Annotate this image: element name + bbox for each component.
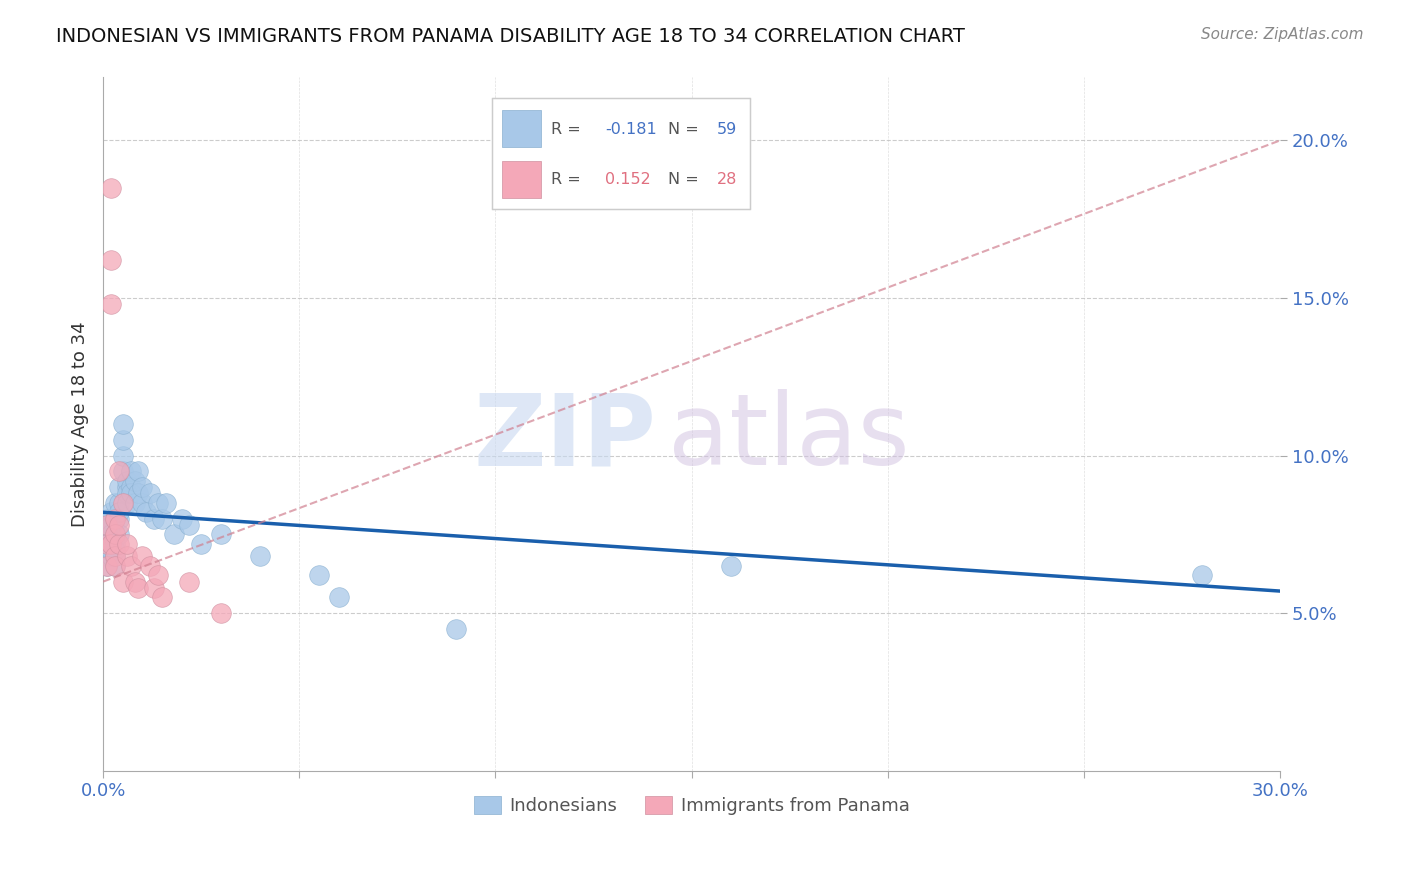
- Point: [115, 474, 138, 488]
- Point: [115, 480, 138, 494]
- Point: [131, 480, 153, 494]
- Point: [143, 511, 166, 525]
- Point: [100, 297, 122, 311]
- Point: [108, 511, 131, 525]
- Point: [108, 537, 131, 551]
- Point: [115, 496, 138, 510]
- Point: [100, 517, 122, 532]
- Point: [108, 480, 131, 494]
- Point: [104, 543, 127, 558]
- Point: [308, 568, 330, 582]
- Point: [115, 549, 138, 564]
- Point: [131, 549, 153, 564]
- Text: INDONESIAN VS IMMIGRANTS FROM PANAMA DISABILITY AGE 18 TO 34 CORRELATION CHART: INDONESIAN VS IMMIGRANTS FROM PANAMA DIS…: [56, 27, 965, 45]
- Point: [111, 433, 134, 447]
- Point: [249, 549, 271, 564]
- Point: [127, 581, 149, 595]
- Point: [120, 464, 142, 478]
- Text: atlas: atlas: [668, 390, 910, 486]
- Point: [111, 496, 134, 510]
- Point: [108, 496, 131, 510]
- Point: [100, 180, 122, 194]
- Point: [150, 511, 173, 525]
- Point: [111, 449, 134, 463]
- Point: [96, 537, 118, 551]
- Point: [120, 480, 142, 494]
- Point: [179, 517, 201, 532]
- Point: [135, 505, 157, 519]
- Point: [96, 549, 118, 564]
- Point: [111, 417, 134, 431]
- Text: ZIP: ZIP: [474, 390, 657, 486]
- Text: Source: ZipAtlas.com: Source: ZipAtlas.com: [1201, 27, 1364, 42]
- Point: [104, 549, 127, 564]
- Point: [108, 517, 131, 532]
- Point: [100, 253, 122, 268]
- Point: [100, 543, 122, 558]
- Point: [120, 558, 142, 573]
- Point: [209, 527, 232, 541]
- Point: [179, 574, 201, 589]
- Point: [444, 622, 467, 636]
- Point: [143, 581, 166, 595]
- Point: [96, 517, 118, 532]
- Point: [111, 574, 134, 589]
- Point: [139, 558, 162, 573]
- Point: [111, 464, 134, 478]
- Point: [124, 496, 146, 510]
- Point: [190, 537, 212, 551]
- Point: [104, 511, 127, 525]
- Point: [100, 533, 122, 548]
- Point: [100, 527, 122, 541]
- Y-axis label: Disability Age 18 to 34: Disability Age 18 to 34: [72, 321, 89, 527]
- Point: [146, 568, 169, 582]
- Point: [100, 505, 122, 519]
- Point: [100, 537, 122, 551]
- Point: [115, 537, 138, 551]
- Point: [100, 537, 122, 551]
- Point: [124, 574, 146, 589]
- Point: [127, 464, 149, 478]
- Point: [96, 558, 118, 573]
- Point: [131, 496, 153, 510]
- Point: [328, 591, 350, 605]
- Point: [104, 527, 127, 541]
- Point: [96, 524, 118, 539]
- Point: [104, 496, 127, 510]
- Point: [104, 537, 127, 551]
- Point: [108, 505, 131, 519]
- Point: [108, 527, 131, 541]
- Point: [104, 549, 127, 564]
- Point: [96, 511, 118, 525]
- Point: [163, 527, 186, 541]
- Point: [104, 511, 127, 525]
- Point: [127, 486, 149, 500]
- Point: [96, 537, 118, 551]
- Point: [170, 511, 193, 525]
- Point: [150, 591, 173, 605]
- Legend: Indonesians, Immigrants from Panama: Indonesians, Immigrants from Panama: [464, 787, 918, 824]
- Point: [720, 558, 742, 573]
- Point: [115, 486, 138, 500]
- Point: [104, 558, 127, 573]
- Point: [104, 527, 127, 541]
- Point: [146, 496, 169, 510]
- Point: [120, 486, 142, 500]
- Point: [96, 558, 118, 573]
- Point: [155, 496, 177, 510]
- Point: [139, 486, 162, 500]
- Point: [1191, 568, 1213, 582]
- Point: [209, 606, 232, 620]
- Point: [100, 549, 122, 564]
- Point: [104, 558, 127, 573]
- Point: [108, 464, 131, 478]
- Point: [96, 537, 118, 551]
- Point: [124, 474, 146, 488]
